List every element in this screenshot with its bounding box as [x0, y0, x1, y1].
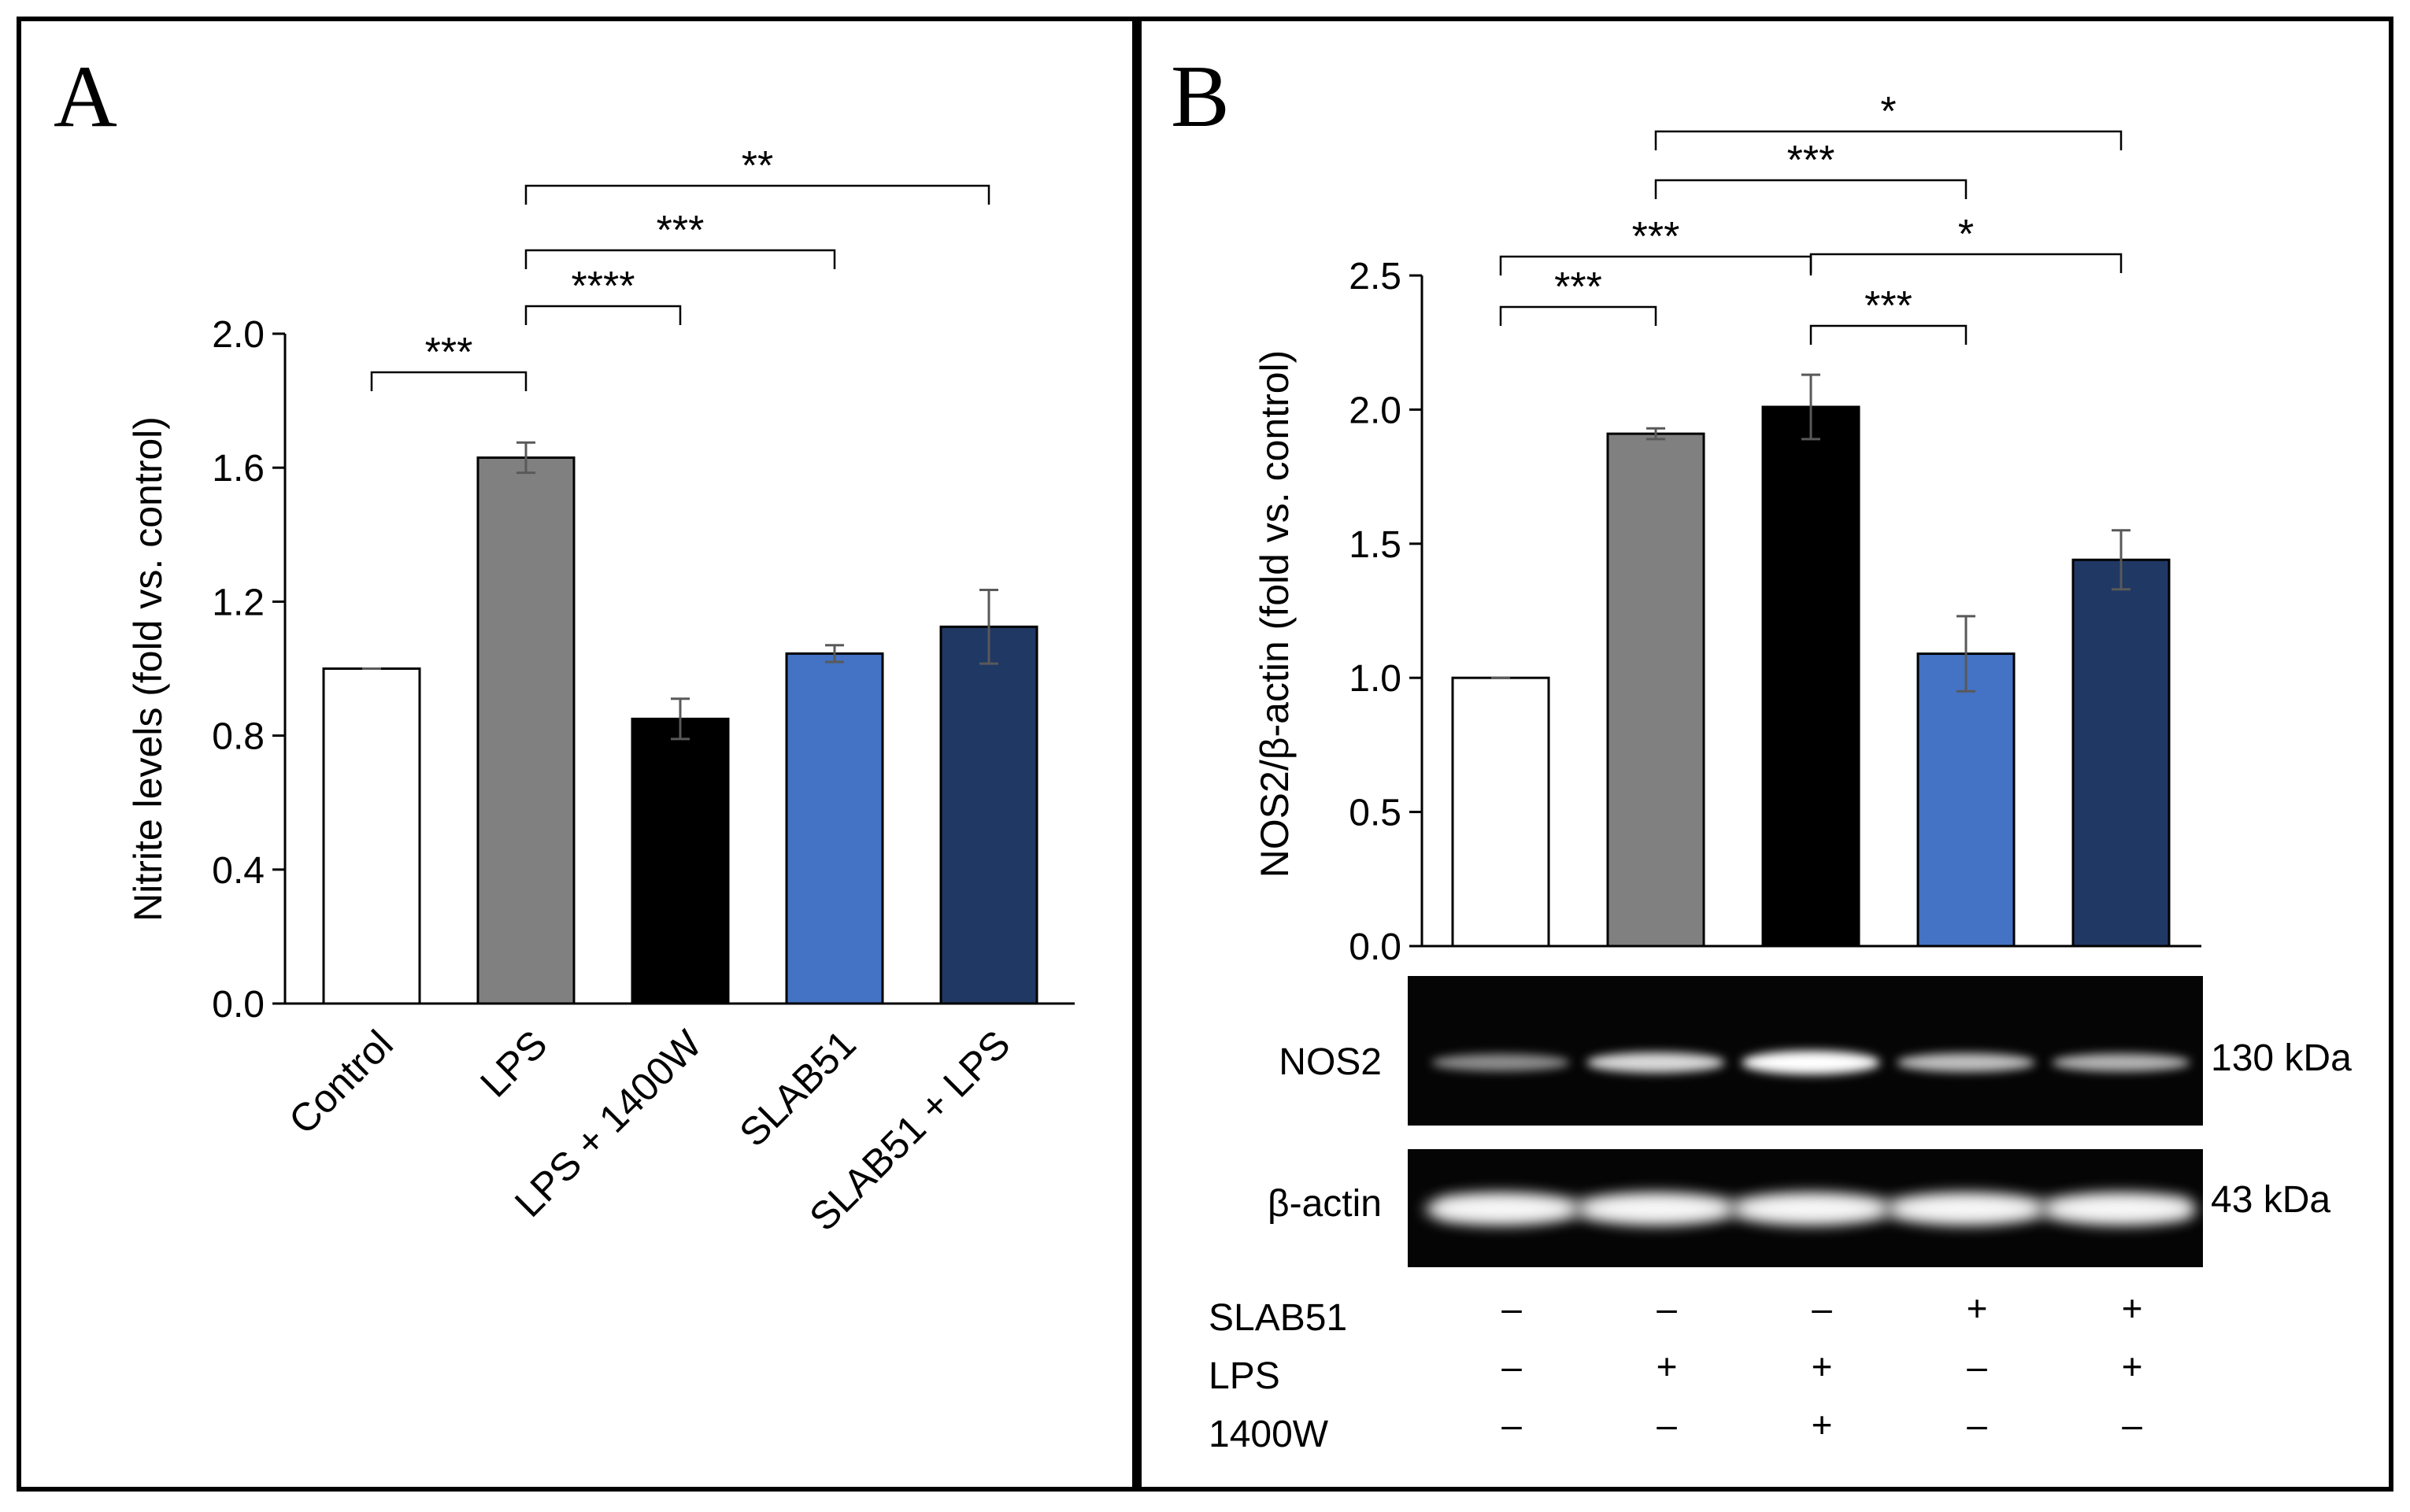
panel-a-y-tick-label: 2.0 — [212, 314, 265, 356]
panel-b-bar — [1916, 652, 2016, 948]
panel-b-y-tick-label: 1.0 — [1349, 658, 1401, 700]
panel-b-sig-label: *** — [1864, 283, 1912, 329]
panel-a-bar — [322, 667, 421, 1005]
treatment-sign: + — [1657, 1346, 1678, 1387]
panel-a-sig-bracket — [524, 305, 682, 325]
treatment-sign: – — [1967, 1404, 1987, 1445]
panel-b-y-tick-label: 2.0 — [1349, 390, 1401, 431]
panel-a-label: A — [54, 48, 117, 146]
treatment-sign: + — [2122, 1346, 2143, 1387]
panel-b-frame — [1137, 17, 2393, 1492]
panel-a-y-tick-label: 0.8 — [212, 716, 265, 758]
panel-b-bar — [1451, 676, 1550, 948]
panel-b-sig-label: *** — [1632, 214, 1680, 260]
blot-nos2-bands — [1431, 1051, 2190, 1074]
panel-a-y-tick-label: 1.2 — [212, 582, 265, 623]
blot-actin-band — [1735, 1193, 1886, 1225]
treatment-sign: – — [1501, 1404, 1522, 1445]
blot-row-label-actin: β-actin — [1268, 1183, 1382, 1225]
treatment-sign: – — [1657, 1404, 1677, 1445]
blot-kda-nos2: 130 kDa — [2211, 1037, 2352, 1079]
panel-b-sig-bracket — [1809, 324, 1968, 345]
panel-b-bars — [1451, 405, 2171, 948]
panel-b-label: B — [1171, 48, 1230, 146]
treatment-sign: + — [1812, 1346, 1833, 1387]
treatment-label-1400w: 1400W — [1209, 1414, 1329, 1455]
panel-b-y-axis: 0.0 0.5 1.0 1.5 2.0 2.5 — [1349, 256, 2201, 968]
blot-kda-actin: 43 kDa — [2211, 1179, 2330, 1221]
blot-nos2-band — [2052, 1053, 2190, 1072]
treatment-sign: – — [1501, 1346, 1522, 1387]
treatment-table: SLAB51 LPS 1400W – – – + + – + + – + – – + – – — [1209, 1288, 2142, 1455]
blot-actin-band — [1580, 1193, 1731, 1225]
blot-nos2-background — [1408, 976, 2203, 1126]
treatment-label-slab51: SLAB51 — [1209, 1297, 1347, 1339]
panel-a-y-tick-label: 1.6 — [212, 448, 265, 490]
blot-nos2-band — [1742, 1051, 1880, 1074]
panel-b-sig-label: *** — [1787, 138, 1835, 183]
treatment-sign: + — [1967, 1288, 1988, 1329]
panel-a-frame — [17, 17, 1137, 1492]
panel-a-y-tick-label: 0.0 — [212, 984, 265, 1026]
panel-b-error-bars — [1491, 373, 2130, 693]
panel-a-bar — [631, 717, 730, 1005]
panel-a-significance: ************ — [370, 143, 990, 391]
panel-b-bar — [2071, 558, 2171, 948]
panel-a-sig-label: *** — [425, 330, 473, 375]
blot-actin-band — [1890, 1193, 2042, 1225]
treatment-sign: – — [1657, 1288, 1677, 1329]
panel-b-y-tick-label: 0.5 — [1349, 793, 1401, 834]
panel-b-sig-bracket — [1654, 179, 1968, 199]
treatment-sign: + — [2122, 1288, 2143, 1329]
panel-b-sig-label: * — [1880, 89, 1896, 135]
panel-b-significance: ************** — [1499, 89, 2123, 345]
panel-a-sig-bracket — [524, 184, 990, 205]
panel-b-sig-label: *** — [1554, 264, 1602, 310]
panel-b-sig-label: * — [1958, 212, 1974, 257]
panel-a-sig-label: ** — [742, 143, 773, 189]
panel-a-x-tick-label: Control — [280, 1022, 402, 1143]
panel-b-ylabel: NOS2/β-actin (fold vs. control) — [1253, 350, 1297, 878]
panel-a-sig-label: **** — [572, 264, 635, 309]
panel-a-x-tick-label: LPS — [472, 1022, 555, 1105]
western-blot: NOS2 130 kDa β-actin 43 kDa — [1268, 976, 2352, 1267]
panel-a-sig-bracket — [524, 249, 836, 269]
blot-nos2-band — [1431, 1054, 1570, 1071]
blot-actin-band — [1425, 1193, 1576, 1225]
treatment-sign: + — [1812, 1404, 1833, 1445]
treatment-sign: – — [2122, 1404, 2142, 1445]
panel-a-x-tick-label: SLAB51 — [731, 1022, 864, 1155]
panel-b-sig-bracket — [1654, 130, 2123, 150]
panel-b-bar — [1761, 405, 1860, 948]
panel-b-y-tick-label: 0.0 — [1349, 926, 1401, 968]
panel-b: B NOS2/β-actin (fold vs. control) 0.0 0.5… — [1171, 48, 2352, 1455]
treatment-sign: – — [1812, 1288, 1832, 1329]
treatment-signs: – – – + + – + + – + – – + – – — [1501, 1288, 2142, 1445]
blot-nos2-band — [1586, 1052, 1725, 1073]
treatment-label-lps: LPS — [1209, 1355, 1280, 1397]
blot-actin-band — [2045, 1193, 2197, 1225]
panel-b-bar — [1606, 432, 1705, 948]
panel-a-bar — [476, 456, 576, 1005]
panel-b-y-tick-label: 1.5 — [1349, 524, 1401, 566]
panel-a-bar — [785, 652, 884, 1005]
panel-a-bars — [322, 456, 1038, 1005]
panel-a-sig-label: *** — [657, 208, 705, 253]
panel-a-y-tick-label: 0.4 — [212, 850, 265, 892]
blot-actin-bands — [1425, 1193, 2197, 1225]
panel-b-y-tick-label: 2.5 — [1349, 256, 1401, 298]
treatment-sign: – — [1967, 1346, 1987, 1387]
blot-nos2-band — [1897, 1053, 2035, 1072]
panel-a-error-bars — [362, 441, 998, 741]
panel-a-sig-bracket — [370, 371, 528, 391]
treatment-sign: – — [1501, 1288, 1522, 1329]
panel-a: A Nitrite levels (fold vs. control) 0.0 0… — [54, 48, 1075, 1240]
panel-b-sig-bracket — [1809, 253, 2123, 273]
panel-a-ylabel: Nitrite levels (fold vs. control) — [126, 416, 170, 922]
blot-row-label-nos2: NOS2 — [1279, 1041, 1382, 1083]
panel-a-bar — [939, 625, 1038, 1005]
panel-b-sig-bracket — [1499, 305, 1657, 326]
